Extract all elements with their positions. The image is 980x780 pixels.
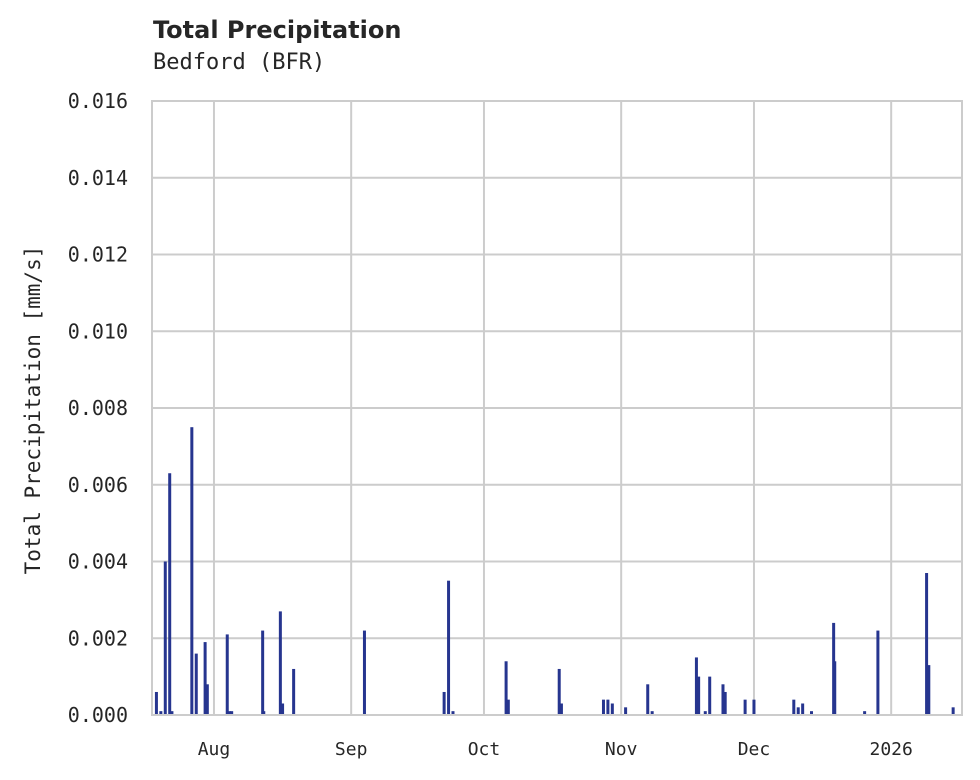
precipitation-bar — [230, 711, 234, 715]
precipitation-bars — [154, 427, 955, 715]
precipitation-bar — [504, 661, 508, 715]
x-axis-ticks: Aug Sep Oct Nov Dec 2026 — [198, 739, 913, 760]
precipitation-bar — [703, 711, 707, 715]
chart-subtitle: Bedford (BFR) — [153, 50, 326, 75]
precipitation-bar — [194, 653, 198, 715]
precipitation-bar — [227, 711, 231, 715]
precipitation-bar — [796, 707, 800, 715]
x-tick-label: 2026 — [870, 739, 913, 760]
precipitation-bar — [927, 665, 931, 715]
precipitation-bar — [863, 711, 867, 715]
precipitation-bar — [646, 684, 650, 715]
precipitation-bar — [163, 561, 167, 715]
precipitation-bar — [442, 691, 446, 715]
precipitation-bar — [610, 703, 614, 715]
precipitation-bar — [190, 427, 194, 715]
y-tick-label: 0.004 — [68, 550, 128, 574]
y-tick-label: 0.000 — [68, 703, 128, 727]
precipitation-bar — [154, 691, 158, 715]
precipitation-bar — [792, 699, 796, 715]
precipitation-bar — [801, 703, 805, 715]
precipitation-bar — [278, 611, 282, 715]
plot-frame — [151, 100, 963, 716]
precipitation-bar — [723, 691, 727, 715]
precipitation-bar — [601, 699, 605, 715]
y-tick-label: 0.014 — [68, 166, 128, 190]
precipitation-bar — [170, 711, 174, 715]
precipitation-bar — [694, 657, 698, 715]
y-axis-ticks: 0.000 0.002 0.004 0.006 0.008 0.010 0.012 0.014… — [68, 89, 128, 727]
precipitation-bar — [833, 661, 837, 715]
precipitation-bar — [159, 711, 163, 715]
precipitation-bar — [225, 634, 229, 715]
precipitation-bar — [261, 630, 265, 715]
x-tick-label: Oct — [468, 739, 501, 760]
precipitation-bar — [708, 676, 712, 715]
precipitation-bar — [925, 573, 929, 715]
y-tick-label: 0.006 — [68, 473, 128, 497]
y-tick-label: 0.016 — [68, 89, 128, 113]
x-tick-label: Sep — [335, 739, 368, 760]
precipitation-bar — [168, 473, 172, 715]
y-axis-label: Total Precipitation [mm/s] — [21, 246, 45, 575]
precipitation-bar — [810, 711, 814, 715]
precipitation-bar — [205, 684, 209, 715]
precipitation-bar — [743, 699, 747, 715]
precipitation-bar — [559, 703, 563, 715]
precipitation-bar — [752, 699, 756, 715]
precipitation-bar — [624, 707, 628, 715]
x-tick-label: Dec — [738, 739, 771, 760]
precipitation-bar — [650, 711, 654, 715]
precipitation-bar — [721, 684, 725, 715]
precipitation-bar — [557, 668, 561, 715]
y-tick-label: 0.002 — [68, 626, 128, 650]
precipitation-bar — [281, 703, 285, 715]
grid-lines — [152, 100, 962, 716]
y-tick-label: 0.012 — [68, 243, 128, 267]
x-tick-label: Nov — [605, 739, 638, 760]
chart-title: Total Precipitation — [153, 16, 402, 44]
precipitation-bar — [362, 630, 366, 715]
precipitation-bar — [292, 668, 296, 715]
precipitation-bar — [203, 642, 207, 715]
x-tick-label: Aug — [198, 739, 231, 760]
precipitation-bar — [506, 699, 510, 715]
y-tick-label: 0.008 — [68, 396, 128, 420]
precipitation-bar — [262, 711, 266, 715]
precipitation-bar — [606, 699, 610, 715]
precipitation-bar — [951, 707, 955, 715]
y-tick-label: 0.010 — [68, 319, 128, 343]
precipitation-bar — [451, 711, 455, 715]
precipitation-bar — [447, 580, 451, 715]
precipitation-bar — [876, 630, 880, 715]
precipitation-bar — [697, 676, 701, 715]
